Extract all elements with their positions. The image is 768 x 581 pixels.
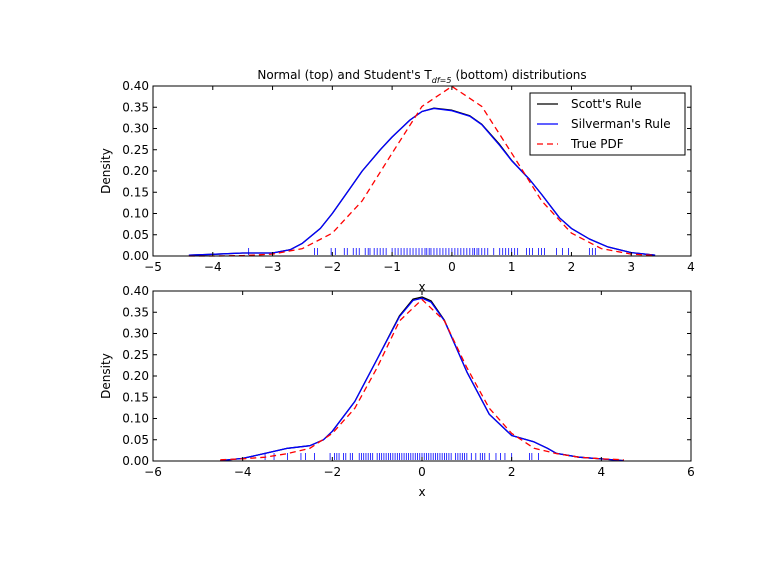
y-tick-label: 0.25: [122, 348, 149, 362]
legend-label: Scott's Rule: [571, 97, 641, 111]
title-main: Normal (top) and Student's T: [257, 68, 432, 82]
x-tick-label: −1: [383, 260, 401, 274]
x-tick-label: 3: [627, 260, 635, 274]
y-tick-label: 0.00: [122, 454, 149, 468]
title-suffix: (bottom) distributions: [455, 68, 586, 82]
legend-label: True PDF: [570, 137, 624, 151]
x-tick-label: −3: [264, 260, 282, 274]
x-tick-label: −5: [144, 260, 162, 274]
x-axis-label: x: [418, 485, 425, 499]
top-axes: −5 −4 −3 −2 −1 0 1 2 3 4 0.00 0.05 0.10 0.15 0.20 0.25 0…: [99, 79, 695, 294]
series-line-true-pdf: [220, 298, 624, 461]
x-tick-label: 0: [448, 260, 456, 274]
x-axis-label: x: [418, 280, 425, 294]
y-tick-label: 0.05: [122, 433, 149, 447]
y-tick-label: 0.10: [122, 207, 149, 221]
series-line-scott-s-rule: [220, 296, 624, 462]
y-axis-label: Density: [99, 148, 113, 194]
y-tick-label: 0.30: [122, 327, 149, 341]
legend-label: Silverman's Rule: [571, 117, 671, 131]
x-tick-label: −6: [144, 465, 162, 479]
axes-frame: [152, 290, 692, 462]
y-tick-label: 0.35: [122, 100, 149, 114]
y-axis-label: Density: [99, 353, 113, 399]
x-tick-label: −2: [323, 465, 341, 479]
x-tick-label: 0: [418, 465, 426, 479]
x-tick-label: −4: [234, 465, 252, 479]
y-tick-label: 0.35: [122, 305, 149, 319]
x-tick-label: −2: [323, 260, 341, 274]
y-tick-label: 0.05: [122, 228, 149, 242]
y-tick-label: 0.10: [122, 412, 149, 426]
chart-title: Normal (top) and Student's Tdf=5 (bottom)…: [257, 68, 586, 85]
legend: Scott's Rule Silverman's Rule True PDF: [529, 92, 686, 156]
y-tick-label: 0.20: [122, 164, 149, 178]
series-line-silverman-s-rule: [220, 297, 624, 462]
x-tick-label: 6: [687, 465, 695, 479]
y-tick-label: 0.00: [122, 249, 149, 263]
series-line-true-pdf: [188, 85, 656, 257]
y-tick-label: 0.30: [122, 122, 149, 136]
x-tick-label: −4: [204, 260, 222, 274]
series-line-silverman-s-rule: [188, 107, 656, 256]
x-tick-label: 4: [687, 260, 695, 274]
bottom-axes: −6 −4 −2 0 2 4 6 0.00 0.05 0.10 0.15 0.20 0.25 0.30 0.…: [99, 284, 695, 499]
x-tick-label: 2: [568, 260, 576, 274]
x-tick-label: 4: [598, 465, 606, 479]
y-tick-label: 0.40: [122, 79, 149, 93]
x-tick-label: 2: [508, 465, 516, 479]
y-tick-label: 0.40: [122, 284, 149, 298]
y-tick-label: 0.25: [122, 143, 149, 157]
y-tick-label: 0.15: [122, 390, 149, 404]
y-tick-label: 0.15: [122, 185, 149, 199]
title-subscript: df=5: [432, 76, 452, 85]
y-tick-label: 0.20: [122, 369, 149, 383]
x-tick-label: 1: [508, 260, 516, 274]
